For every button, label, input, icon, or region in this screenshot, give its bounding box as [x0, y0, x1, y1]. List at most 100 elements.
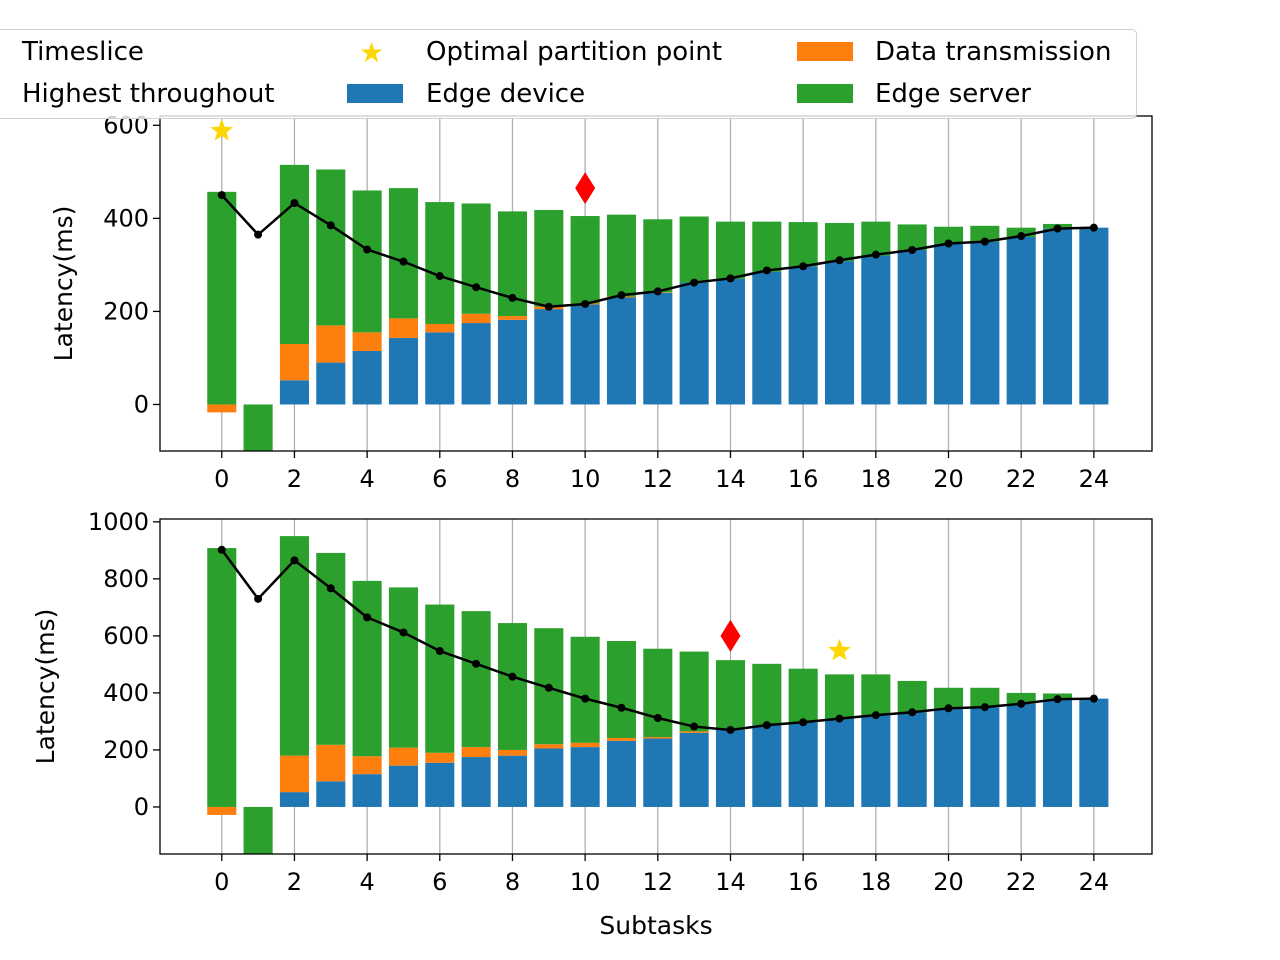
bar-edge-server [824, 674, 855, 719]
y-tick-label: 200 [103, 736, 149, 764]
timeslice-point [871, 711, 880, 720]
x-tick-label: 4 [359, 465, 374, 493]
timeslice-point [508, 293, 517, 302]
timeslice-point [799, 718, 808, 727]
bar-edge-server [679, 216, 709, 283]
timeslice-point [944, 704, 953, 713]
bar-edge-server [679, 651, 709, 732]
x-tick-label: 14 [715, 465, 746, 493]
y-tick-label: 0 [134, 390, 149, 418]
y-tick-label: 800 [103, 565, 149, 593]
bar-edge-device [752, 725, 782, 807]
bar-edge-device [570, 304, 600, 405]
timeslice-point [435, 272, 444, 281]
bar-edge-device [316, 362, 346, 405]
bar-edge-server [279, 536, 309, 756]
bar-edge-server [425, 604, 455, 753]
x-tick-label: 0 [214, 465, 229, 493]
y-tick-label: 0 [134, 793, 149, 821]
highest-throughput-diamond [720, 619, 741, 652]
bar-edge-server [497, 623, 528, 750]
bar-edge-server [388, 587, 418, 748]
plot-area [207, 164, 1109, 451]
bar-edge-device [497, 319, 528, 405]
highest-throughput-diamond [575, 172, 596, 205]
bar-edge-device [897, 250, 927, 405]
legend-timeslice: Timeslice [22, 37, 144, 67]
bar-edge-server [752, 663, 782, 726]
timeslice-point [435, 647, 444, 656]
legend: Timeslice Highest throughout ★ Optimal p… [0, 29, 1137, 119]
bar-edge-server [788, 222, 818, 267]
bar-edge-device [461, 323, 491, 405]
bar-edge-server [606, 641, 637, 738]
bar-edge-server [970, 687, 1000, 708]
bar-data-transmission [279, 343, 309, 381]
bar-edge-device [534, 309, 564, 405]
y-axis-label: Latency(ms) [49, 206, 78, 362]
timeslice-point [217, 191, 226, 200]
timeslice-point [908, 246, 917, 254]
bar-edge-server [534, 209, 564, 307]
bar-data-transmission [425, 323, 455, 333]
legend-highest-throughput: Highest throughout [22, 79, 275, 109]
timeslice-point [1089, 694, 1098, 703]
timeslice-point [980, 703, 989, 712]
x-tick-label: 22 [1006, 868, 1037, 896]
bar-edge-server [461, 203, 491, 314]
x-tick-label: 2 [287, 465, 302, 493]
bar-edge-device [715, 729, 746, 807]
x-tick-label: 6 [432, 465, 447, 493]
bar-data-transmission [570, 742, 600, 748]
optimal-partition-star [210, 118, 234, 141]
bar-edge-device [824, 718, 855, 807]
bar-edge-device [679, 282, 709, 405]
timeslice-point [363, 245, 372, 254]
bar-edge-device [316, 781, 346, 807]
x-tick-label: 16 [788, 465, 819, 493]
bar-edge-server [861, 674, 891, 716]
timeslice-point [835, 256, 844, 265]
x-tick-label: 8 [505, 465, 520, 493]
bar-edge-server [570, 216, 600, 304]
x-tick-label: 20 [933, 465, 964, 493]
timeslice-point [726, 274, 735, 283]
timeslice-point [254, 230, 263, 239]
bar-data-transmission [388, 318, 418, 338]
bar-data-transmission [497, 749, 528, 756]
x-tick-label: 14 [715, 868, 746, 896]
bar-edge-server [570, 636, 600, 743]
bar-edge-device [352, 350, 382, 405]
bar-data-transmission [207, 806, 237, 815]
timeslice-point [690, 722, 699, 731]
x-tick-label: 4 [359, 868, 374, 896]
legend-edge-server: Edge server [875, 79, 1031, 109]
timeslice-point [508, 672, 517, 681]
bar-edge-device [933, 708, 964, 807]
bottom-panel: 0 2 4 6 8 10 12 14 16 18 20 22 2402004006008001000La… [31, 508, 1153, 896]
bar-edge-device [461, 757, 491, 807]
x-tick-label: 0 [214, 868, 229, 896]
bar-edge-server [425, 202, 455, 324]
bar-edge-device [933, 243, 964, 405]
bar-edge-device [534, 748, 564, 807]
bar-edge-device [824, 261, 855, 405]
y-axis-label: Latency(ms) [31, 609, 60, 765]
timeslice-point [1089, 223, 1098, 232]
timeslice-point [799, 262, 808, 271]
bar-edge-server [279, 164, 309, 344]
bar-edge-server [243, 806, 273, 854]
bar-edge-server [933, 687, 964, 709]
legend-star-icon: ★ [359, 36, 385, 69]
bar-edge-server [606, 214, 637, 297]
x-tick-label: 18 [861, 868, 892, 896]
bar-data-transmission [388, 747, 418, 766]
bar-edge-device [352, 774, 382, 807]
plot-area [207, 536, 1109, 854]
bar-edge-device [861, 255, 891, 405]
bar-edge-server [788, 668, 818, 723]
timeslice-point [980, 237, 989, 246]
y-tick-label: 400 [103, 204, 149, 232]
timeslice-point [472, 659, 481, 668]
bar-data-transmission [643, 737, 673, 739]
